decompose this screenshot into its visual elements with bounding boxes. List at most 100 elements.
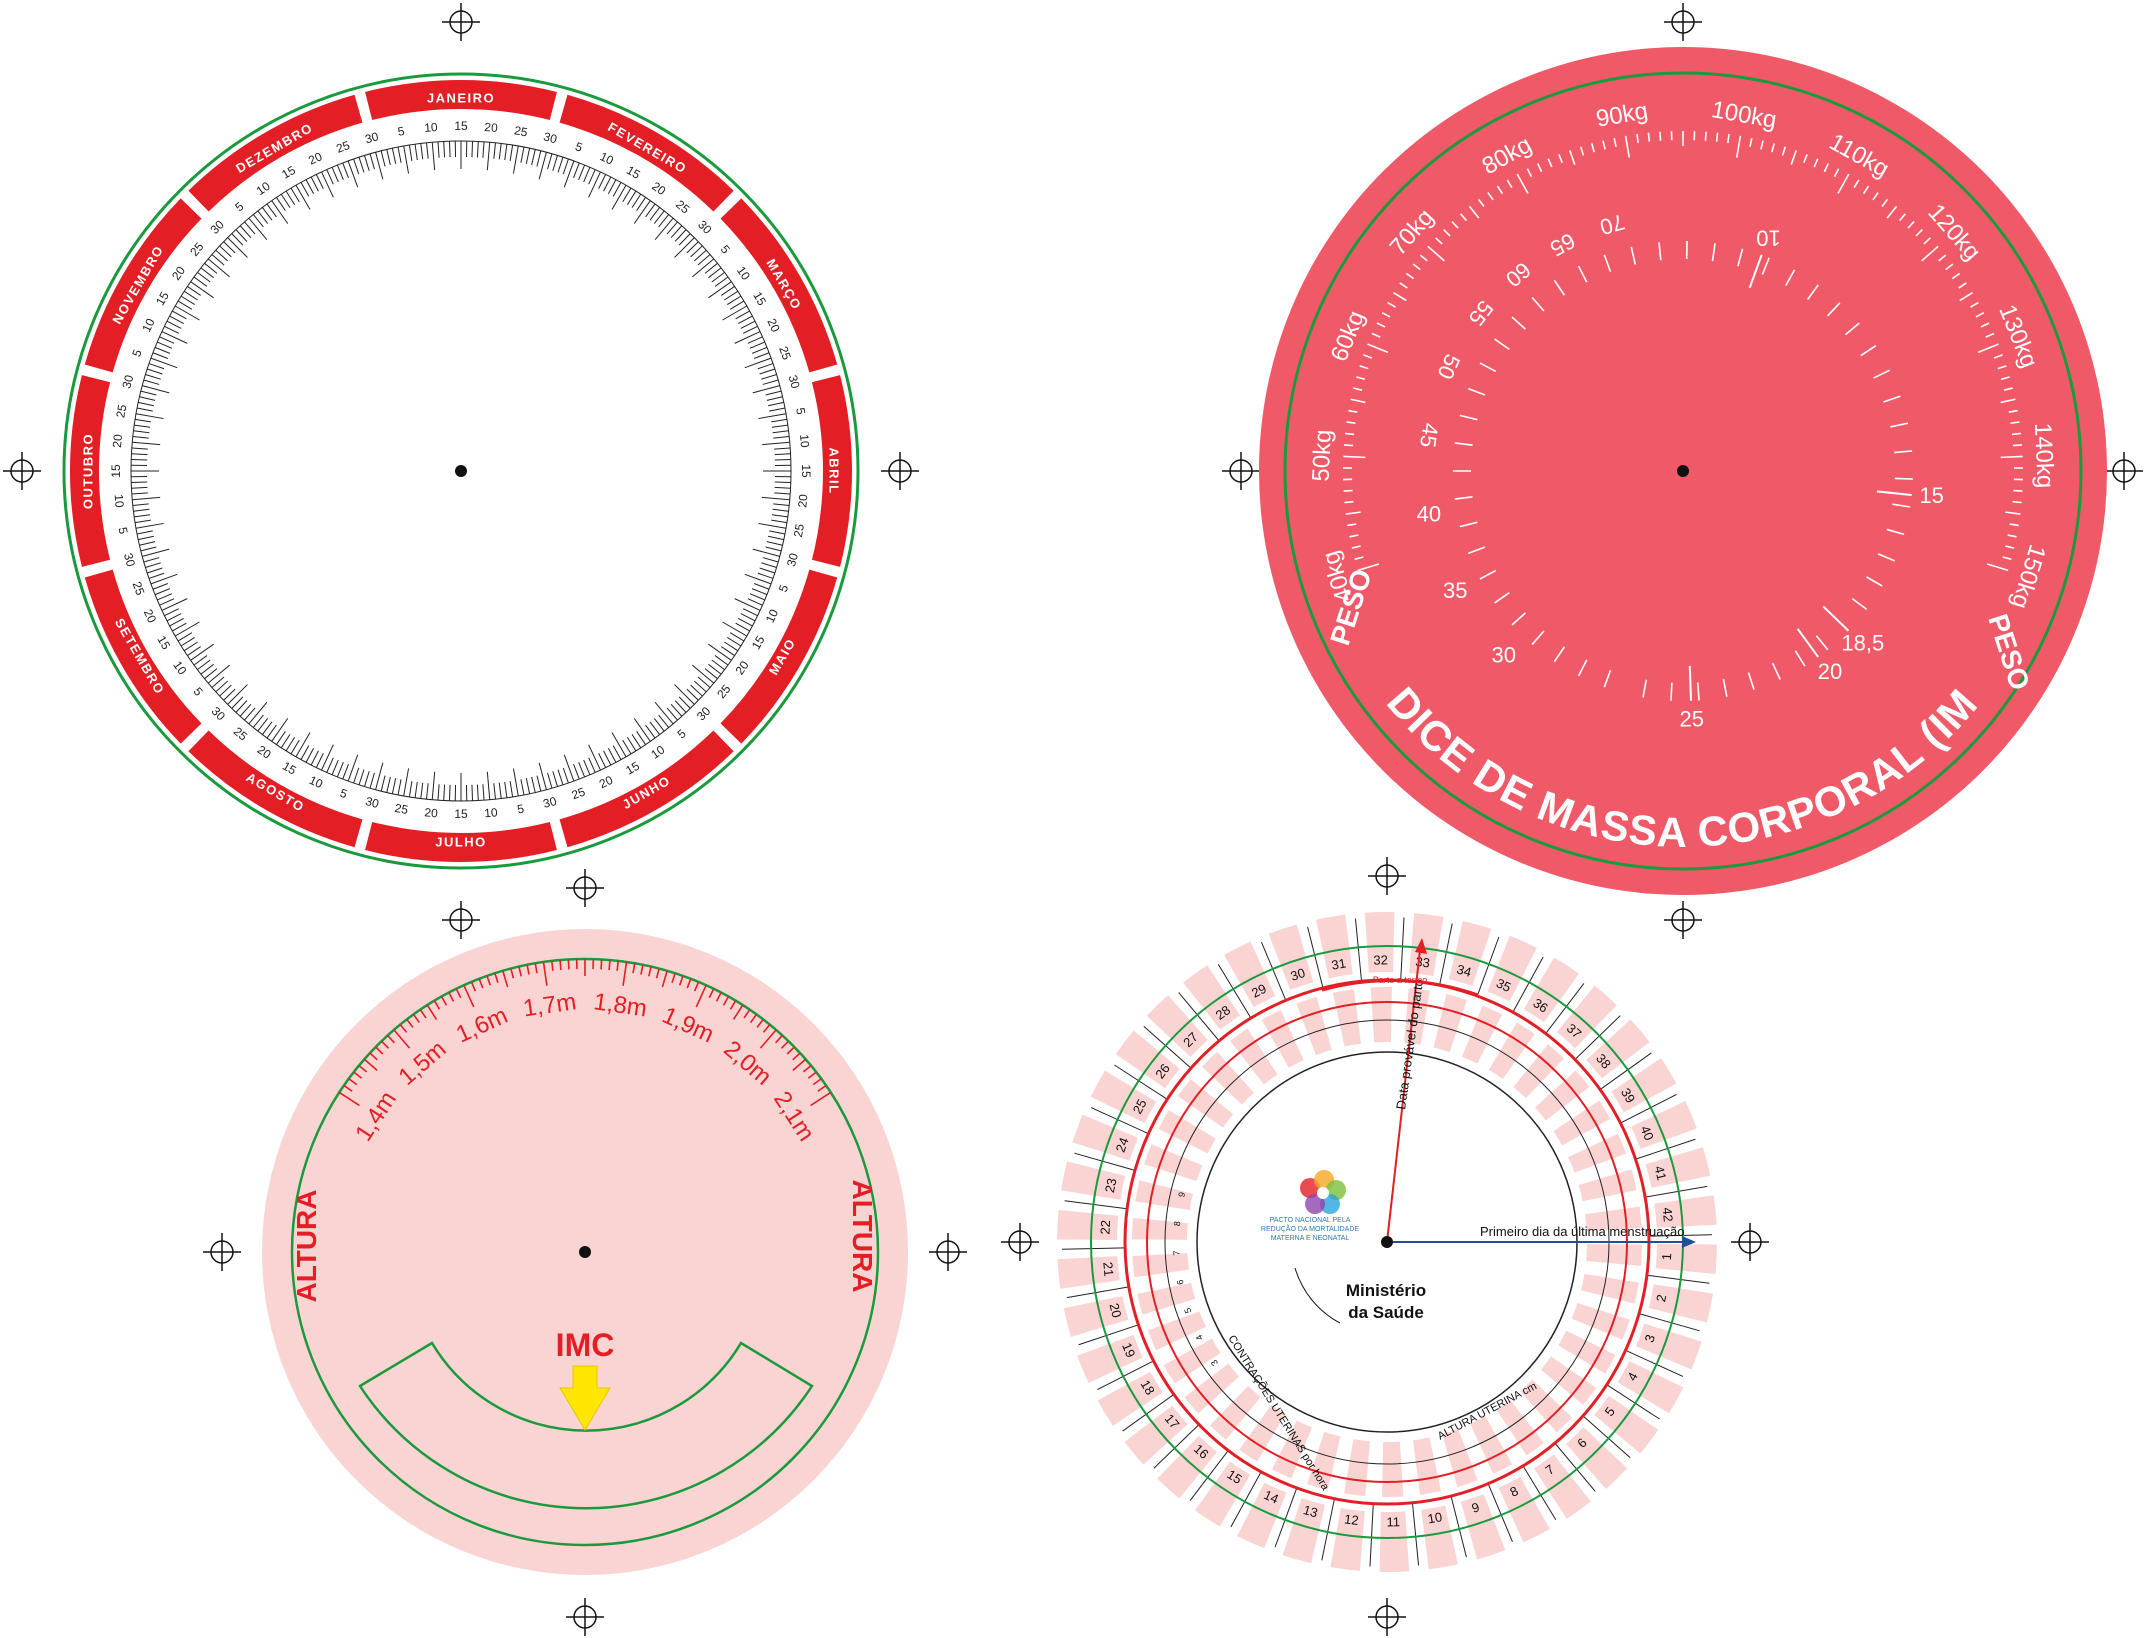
week-segment (1183, 965, 1240, 1030)
day-tick (753, 583, 770, 590)
bmi-tick (1630, 246, 1637, 265)
day-tick (139, 541, 156, 546)
day-tick (403, 768, 410, 797)
week-divider (1122, 1394, 1175, 1432)
weight-tick (1862, 185, 1870, 195)
day-tick (735, 310, 750, 320)
week-segment (1487, 935, 1537, 1002)
day-tick (761, 496, 790, 501)
day-tick (295, 184, 311, 210)
week-segment (1449, 920, 1492, 986)
week-divider (1230, 1471, 1262, 1528)
due-date-arrow (1386, 949, 1421, 1243)
week-divider (1545, 983, 1585, 1034)
day-tick (678, 233, 691, 246)
weight-tick (1997, 365, 2007, 370)
day-tick (140, 546, 157, 552)
crosshair-icon (203, 1233, 241, 1271)
week-divider (1574, 1015, 1621, 1060)
day-tick (262, 207, 273, 221)
month-band (365, 821, 557, 862)
day-tick (271, 200, 289, 224)
day-tick (342, 763, 349, 780)
day-tick (138, 535, 154, 541)
day-tick (152, 352, 169, 359)
day-tick (563, 160, 575, 188)
week-divider (1512, 956, 1544, 1013)
day-tick (504, 144, 508, 161)
month-label: ABRIL (827, 447, 842, 494)
day-tick (578, 164, 586, 181)
height-tick (363, 1058, 378, 1072)
day-tick (525, 148, 531, 164)
week-divider (1599, 1052, 1652, 1090)
table-value: 3 (1209, 1358, 1220, 1368)
week-number: 20 (1107, 1302, 1125, 1320)
weight-tick (1349, 534, 1359, 538)
day-tick (740, 613, 756, 622)
height-tick (510, 968, 515, 979)
week-divider (1153, 1424, 1200, 1469)
weight-tick (1381, 312, 1391, 318)
height-ticks (338, 959, 832, 1107)
day-tick (190, 281, 214, 299)
day-tick (204, 262, 218, 274)
imc-window (358, 1341, 814, 1510)
registration-marks (3, 3, 2143, 1636)
day-tick (161, 598, 188, 611)
day-tick (738, 315, 753, 325)
day-tick (740, 320, 756, 329)
height-tick (762, 1024, 771, 1033)
day-label: 25 (113, 403, 129, 419)
day-tick (235, 229, 248, 242)
crosshair-icon (566, 869, 604, 907)
day-tick (771, 418, 788, 423)
week-divider (1450, 1495, 1467, 1558)
day-tick (375, 152, 384, 180)
weight-tick (1399, 282, 1408, 289)
day-tick (369, 153, 375, 170)
weight-tick (2000, 398, 2016, 404)
day-tick (443, 141, 446, 158)
gestation-disc: 1234567891011121314151617181920212223242… (1057, 912, 1717, 1572)
weight-tick (1393, 291, 1407, 302)
day-tick (131, 481, 148, 484)
day-tick (215, 680, 228, 693)
height-tick (348, 1078, 358, 1086)
day-tick (239, 225, 252, 238)
month-band (84, 198, 202, 373)
weight-tick (1353, 387, 1363, 391)
weight-tick (1781, 146, 1787, 156)
day-tick (262, 721, 273, 735)
weight-tick (1735, 135, 1742, 158)
height-tick (622, 961, 628, 986)
calendar-center-pin (455, 465, 467, 477)
weight-tick (2013, 489, 2023, 492)
day-tick (364, 155, 370, 171)
weight-tick (1970, 301, 1979, 308)
height-tick (661, 970, 668, 988)
height-tick (567, 959, 570, 970)
height-tick (729, 1000, 737, 1010)
month-band (70, 375, 111, 567)
day-label: 10 (307, 773, 325, 791)
week-number: 34 (1455, 961, 1473, 979)
day-tick (633, 718, 651, 742)
day-tick (142, 548, 170, 557)
week-number: 14 (1262, 1487, 1281, 1507)
day-tick (722, 621, 748, 637)
day-tick (166, 613, 182, 622)
day-tick (520, 779, 525, 796)
day-tick (420, 782, 424, 799)
day-tick (704, 262, 718, 274)
bmi-tick (1658, 242, 1662, 261)
bmi-tick (1844, 322, 1860, 336)
day-tick (244, 707, 256, 721)
weight-tick (1376, 322, 1386, 328)
day-tick (310, 176, 319, 192)
crosshair-icon (442, 3, 480, 41)
crosshair-icon (442, 901, 480, 939)
weight-tick (1907, 220, 1915, 229)
bmi-value: 20 (1818, 659, 1842, 684)
crosshair-icon (1368, 857, 1406, 895)
